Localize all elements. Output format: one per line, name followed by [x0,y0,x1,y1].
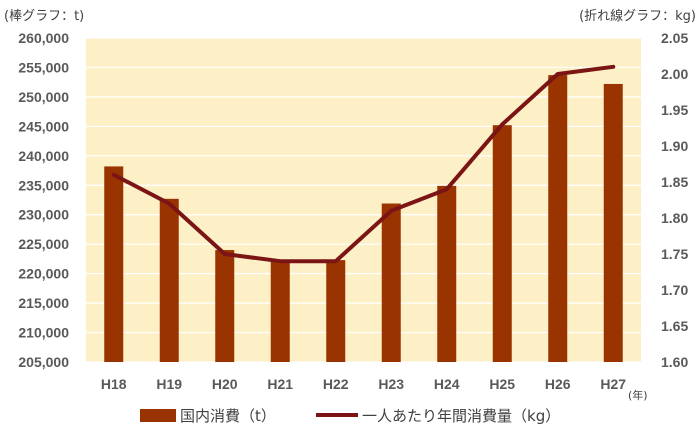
left-axis-tick-label: 205,000 [18,354,69,370]
x-axis-tick-label: H19 [156,376,182,392]
right-axis-tick-label: 1.95 [661,102,688,118]
left-axis-tick-label: 245,000 [18,118,69,134]
right-axis-tick-label: 1.75 [661,246,688,262]
legend: 国内消費（t） 一人あたり年間消費量（kg） [140,407,560,425]
bar [270,261,290,362]
left-axis-tick-label: 215,000 [18,295,69,311]
x-axis-unit-label: (年) [628,388,648,402]
x-axis-tick-label: H25 [489,376,515,392]
left-axis-tick-label: 240,000 [18,148,69,164]
x-axis-tick-label: H18 [101,376,127,392]
right-axis-tick-label: 1.60 [661,354,688,370]
right-axis-tick-label: 1.65 [661,318,688,334]
bar [326,260,346,362]
left-axis-tick-label: 230,000 [18,207,69,223]
right-axis-tick-label: 2.00 [661,66,688,82]
x-axis-tick-label: H24 [434,376,460,392]
legend-bar-swatch [140,409,176,422]
bar [492,125,512,362]
bar [104,166,124,362]
left-axis-tick-label: 255,000 [18,59,69,75]
x-axis-tick-label: H21 [267,376,293,392]
x-axis-tick-label: H22 [323,376,349,392]
left-axis-tick-label: 260,000 [18,30,69,46]
right-axis-tick-label: 1.90 [661,138,688,154]
legend-bar-label: 国内消費（t） [180,407,276,425]
x-axis-tick-label: H26 [545,376,571,392]
left-axis-tick-label: 235,000 [18,177,69,193]
bar [381,203,401,362]
x-axis-tick-label: H20 [212,376,238,392]
right-axis-tick-label: 1.80 [661,210,688,226]
left-axis-unit-label: (棒グラフ：t) [4,9,84,24]
left-axis-tick-label: 210,000 [18,325,69,341]
bar [548,75,568,362]
line-series [111,64,616,264]
right-axis-unit-label: (折れ線グラフ：kg) [579,8,696,24]
left-axis-ticks: 205,000 210,000 215,000 220,000 225,000 230,0… [18,30,69,370]
x-axis-tick-label: H23 [378,376,404,392]
left-axis-tick-label: 250,000 [18,89,69,105]
bar [437,185,457,362]
right-axis-ticks: 1.60 1.65 1.70 1.75 1.80 1.85 1.90 1.95 2.00 2.05 [661,30,688,370]
right-axis-tick-label: 2.05 [661,30,688,46]
right-axis-tick-label: 1.70 [661,282,688,298]
bar [603,83,623,362]
legend-line-label: 一人あたり年間消費量（kg） [362,407,560,425]
x-axis-tick-label: H27 [600,376,626,392]
bar-series [104,75,623,362]
right-axis-tick-label: 1.85 [661,174,688,190]
left-axis-tick-label: 225,000 [18,236,69,252]
left-axis-tick-label: 220,000 [18,266,69,282]
bar [159,198,179,362]
x-axis-ticks: H18 H19 H20 H21 H22 H23 H24 H25 H26 H27 [101,376,626,392]
bar [215,250,235,362]
